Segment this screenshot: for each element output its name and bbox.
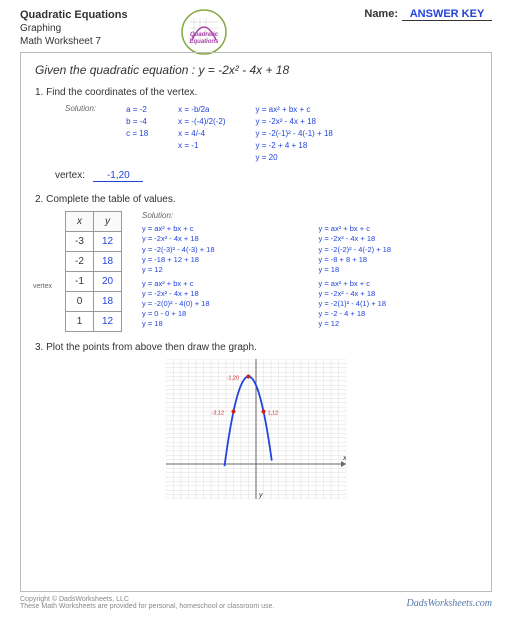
page: Quadratic Equations Graphing Math Worksh…: [0, 0, 512, 614]
content-box: Given the quadratic equation : y = -2x² …: [20, 52, 492, 592]
footer-left: Copyright © DadsWorksheets, LLC These Ma…: [20, 596, 274, 610]
q3-text: 3. Plot the points from above then draw …: [35, 342, 477, 353]
footer-note: These Math Worksheets are provided for p…: [20, 603, 274, 610]
solution-block: y = ax² + bx + c y = -2x² - 4x + 18 y = …: [142, 279, 301, 330]
given-equation: y = -2x² - 4x + 18: [198, 63, 289, 77]
table-cell: 0: [66, 292, 94, 312]
q1-solution: Solution: a = -2b = -4c = 18 x = -b/2ax …: [35, 104, 477, 164]
footer: Copyright © DadsWorksheets, LLC These Ma…: [20, 596, 492, 610]
q1-col-b: x = -b/2ax = -(-4)/2(-2)x = 4/-4x = -1: [178, 104, 225, 164]
solution-line: x = -1: [178, 140, 225, 152]
solution-line: a = -2: [126, 104, 148, 116]
copyright: Copyright © DadsWorksheets, LLC: [20, 596, 274, 603]
logo-icon: Quadratic Equations: [180, 8, 228, 56]
given-line: Given the quadratic equation : y = -2x² …: [35, 63, 477, 77]
solution-line: y = 20: [256, 152, 333, 164]
table-cell: 20: [94, 272, 122, 292]
q2-row: vertex xy-312-218-120018112 Solution: y …: [35, 211, 477, 332]
table-header: y: [94, 212, 122, 232]
doc-subtitle-2: Math Worksheet 7: [20, 35, 128, 48]
doc-title: Quadratic Equations: [20, 8, 128, 22]
table-wrap: vertex xy-312-218-120018112: [35, 211, 122, 332]
table-cell: -2: [66, 252, 94, 272]
solution-line: y = -2 + 4 + 18: [256, 140, 333, 152]
solution-line: y = -2(-1)² - 4(-1) + 18: [256, 128, 333, 140]
svg-text:x: x: [342, 455, 346, 462]
table-cell: 18: [94, 292, 122, 312]
svg-text:1,12: 1,12: [268, 411, 279, 417]
table-header: x: [66, 212, 94, 232]
svg-text:y: y: [258, 492, 263, 499]
svg-text:Quadratic: Quadratic: [190, 32, 219, 38]
table-row: 112: [66, 312, 122, 332]
solution-label: Solution:: [65, 104, 96, 164]
header-left: Quadratic Equations Graphing Math Worksh…: [20, 8, 128, 48]
solution-block: y = ax² + bx + c y = -2x² - 4x + 18 y = …: [142, 224, 301, 275]
solution-line: x = 4/-4: [178, 128, 225, 140]
solution-block: y = ax² + bx + c y = -2x² - 4x + 18 y = …: [319, 279, 478, 330]
table-row: -312: [66, 232, 122, 252]
vertex-value: -1,20: [93, 170, 143, 182]
svg-text:-1,20: -1,20: [227, 376, 240, 382]
graph-wrap: x y -3,12 -1,20 1,12: [35, 359, 477, 501]
q2-solution-wrap: Solution: y = ax² + bx + c y = -2x² - 4x…: [142, 211, 477, 329]
given-prefix: Given the quadratic equation :: [35, 63, 195, 77]
solution-line: c = 18: [126, 128, 148, 140]
table-cell: -1: [66, 272, 94, 292]
solution-line: y = -2x² - 4x + 18: [256, 116, 333, 128]
q1-col-a: a = -2b = -4c = 18: [126, 104, 148, 164]
solution-line: b = -4: [126, 116, 148, 128]
doc-subtitle-1: Graphing: [20, 22, 128, 35]
name-label: Name:: [364, 8, 398, 20]
footer-site: DadsWorksheets.com: [407, 598, 492, 609]
table-cell: 1: [66, 312, 94, 332]
table-cell: 18: [94, 252, 122, 272]
solution-block: y = ax² + bx + c y = -2x² - 4x + 18 y = …: [319, 224, 478, 275]
vertex-tag: vertex: [33, 283, 52, 290]
q1-col-c: y = ax² + bx + cy = -2x² - 4x + 18y = -2…: [256, 104, 333, 164]
table-cell: -3: [66, 232, 94, 252]
solution-line: x = -(-4)/2(-2): [178, 116, 225, 128]
table-row: -218: [66, 252, 122, 272]
name-field: Name: ANSWER KEY: [364, 8, 492, 21]
header: Quadratic Equations Graphing Math Worksh…: [20, 8, 492, 48]
svg-text:Equations: Equations: [189, 39, 219, 45]
q2-text: 2. Complete the table of values.: [35, 194, 477, 205]
table-row: -120: [66, 272, 122, 292]
solution-label-2: Solution:: [142, 211, 477, 220]
solution-line: y = ax² + bx + c: [256, 104, 333, 116]
table-row: 018: [66, 292, 122, 312]
q1-text: 1. Find the coordinates of the vertex.: [35, 87, 477, 98]
vertex-label: vertex:: [55, 170, 85, 181]
name-value: ANSWER KEY: [402, 8, 492, 21]
graph: x y -3,12 -1,20 1,12: [166, 359, 346, 499]
svg-text:-3,12: -3,12: [212, 411, 225, 417]
table-cell: 12: [94, 232, 122, 252]
vertex-result: vertex: -1,20: [55, 170, 477, 182]
solution-line: x = -b/2a: [178, 104, 225, 116]
values-table: xy-312-218-120018112: [65, 211, 122, 332]
q2-solutions: y = ax² + bx + c y = -2x² - 4x + 18 y = …: [142, 224, 477, 329]
table-cell: 12: [94, 312, 122, 332]
